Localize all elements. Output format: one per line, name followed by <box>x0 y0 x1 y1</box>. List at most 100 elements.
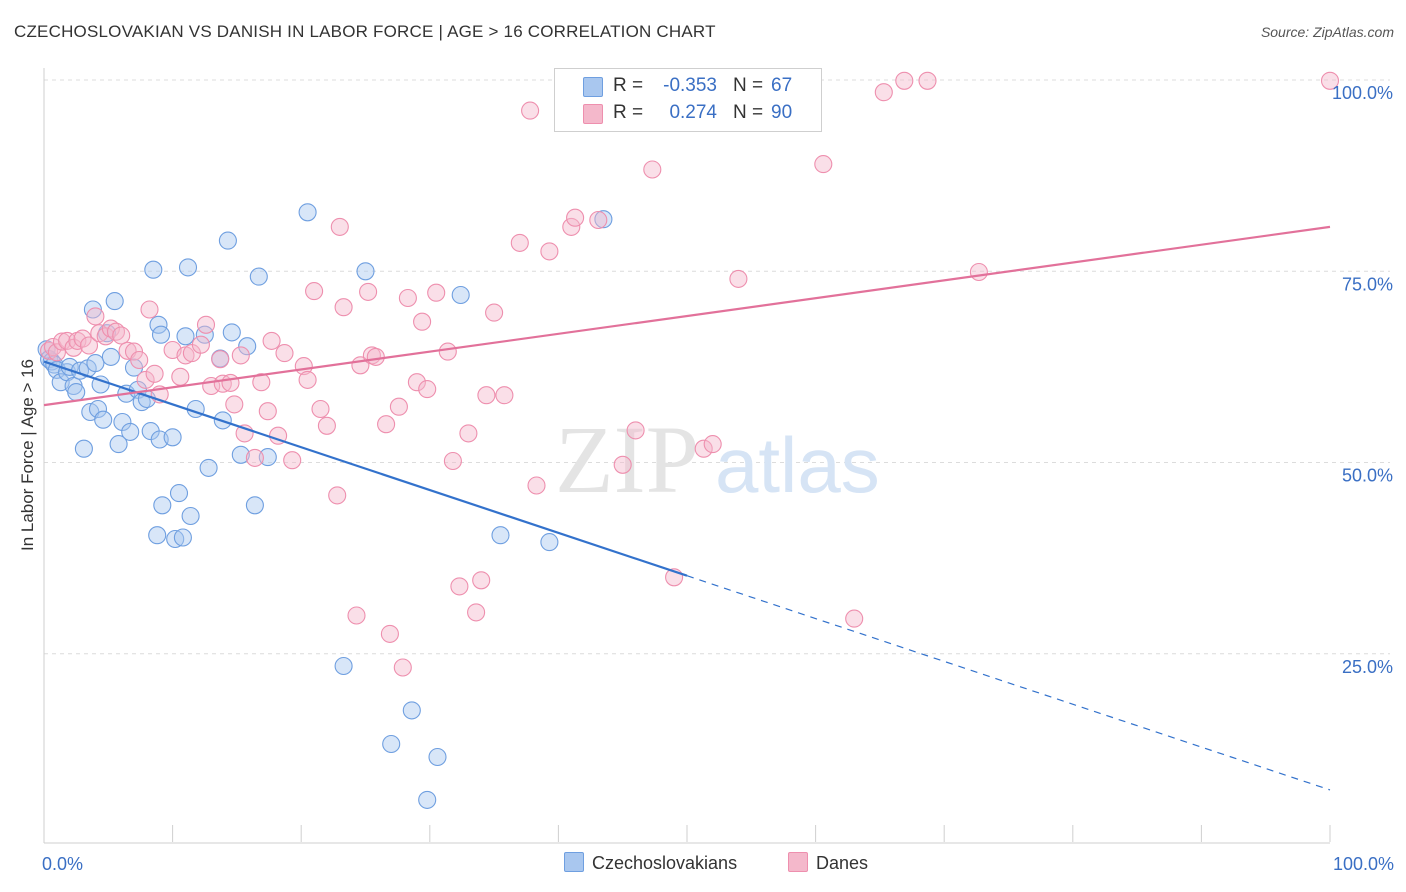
danish-point <box>334 298 353 317</box>
legend-row-danes: R = 0.274 N = 90 <box>555 101 821 127</box>
legend-swatch-pink <box>788 852 808 872</box>
legend-r-value: -0.353 <box>663 75 717 96</box>
danish-point <box>407 373 426 392</box>
series-czechoslovakians <box>37 203 613 809</box>
czechoslovakian-point <box>163 428 182 447</box>
danish-point <box>359 282 378 301</box>
danish-point <box>196 315 216 334</box>
legend-n-value: 90 <box>771 102 793 123</box>
danish-point <box>328 486 347 505</box>
legend-r-label: R = <box>613 102 644 123</box>
legend-item-danes[interactable]: Danes <box>788 852 868 874</box>
danish-point <box>136 370 155 389</box>
danish-point <box>562 217 581 236</box>
series-danes <box>40 71 1340 677</box>
danish-point <box>643 160 662 179</box>
danish-point <box>86 307 105 326</box>
danish-point <box>918 71 937 90</box>
czechoslovakian-point <box>86 354 105 373</box>
correlation-legend: R = -0.353 N = 67 R = 0.274 N = 90 <box>554 68 822 132</box>
czechoslovakian-trend-extrapolation <box>686 575 1331 791</box>
czechoslovakian-point <box>109 435 128 454</box>
danish-point <box>589 210 608 230</box>
czechoslovakian-point <box>83 300 102 319</box>
czechoslovakian-point <box>113 412 132 432</box>
danish-point <box>626 421 645 440</box>
danish-point <box>485 303 504 322</box>
danish-point <box>438 342 457 361</box>
danish-point <box>330 217 349 236</box>
czechoslovakian-point <box>144 260 163 279</box>
czechoslovakian-trend-line <box>43 360 688 577</box>
danish-point <box>140 300 159 319</box>
danish-point <box>112 326 131 345</box>
danish-point <box>52 332 72 351</box>
danish-point <box>130 350 149 370</box>
czechoslovakian-point <box>88 399 108 419</box>
danish-point <box>283 451 302 470</box>
danish-point <box>258 402 277 421</box>
source-attribution: Source: ZipAtlas.com <box>1260 24 1394 40</box>
legend-item-czechoslovakians[interactable]: Czechoslovakians <box>564 852 737 874</box>
czechoslovakian-point <box>238 337 257 356</box>
watermark-atlas: atlas <box>715 421 880 509</box>
watermark: ZIP atlas <box>555 406 880 513</box>
czechoslovakian-point <box>176 327 195 346</box>
danish-point <box>495 386 514 405</box>
legend-swatch-pink <box>583 104 603 124</box>
danish-point <box>252 373 271 392</box>
czechoslovakian-point <box>195 325 214 344</box>
czechoslovakian-point <box>382 734 401 754</box>
y-tick-label: 50.0% <box>1342 466 1393 486</box>
tick-labels: 25.0% 50.0% 75.0% 100.0% 0.0% 100.0% <box>42 83 1394 874</box>
danish-point <box>472 571 491 590</box>
danish-point <box>450 577 469 596</box>
danish-point <box>101 319 120 338</box>
legend-r-label: R = <box>613 75 644 96</box>
danish-point <box>47 343 66 362</box>
czechoslovakian-point <box>166 529 185 549</box>
danish-point <box>221 373 240 392</box>
legend-swatch-blue <box>583 77 603 97</box>
danish-point <box>459 424 478 443</box>
danish-point <box>58 331 77 350</box>
czechoslovakian-point <box>169 484 189 503</box>
danish-point <box>521 101 540 120</box>
danish-point <box>874 83 893 102</box>
danish-point <box>380 624 399 643</box>
czechoslovakian-point <box>356 262 375 281</box>
czechoslovakian-point <box>402 701 421 720</box>
czechoslovakian-point <box>418 790 437 809</box>
danish-point <box>377 415 396 434</box>
danish-point <box>398 288 417 308</box>
czechoslovakian-point <box>67 383 86 402</box>
legend-n-value: 67 <box>771 75 793 96</box>
czechoslovakian-point <box>178 258 198 277</box>
danish-point <box>895 71 914 90</box>
czechoslovakian-point <box>451 285 470 305</box>
czechoslovakian-point <box>222 323 241 342</box>
danish-point <box>79 336 99 355</box>
danish-point <box>566 208 585 227</box>
data-points <box>37 71 1340 809</box>
danish-trend-line <box>43 225 1331 407</box>
danish-point <box>191 335 210 354</box>
x-tick-label-max: 100.0% <box>1333 854 1394 874</box>
danish-point <box>171 367 190 386</box>
danish-point <box>814 155 833 174</box>
czechoslovakian-point <box>258 448 277 467</box>
legend-label: Czechoslovakians <box>592 853 738 873</box>
danish-point <box>262 331 281 350</box>
danish-point <box>317 416 336 435</box>
y-tick-label: 100.0% <box>1332 83 1393 103</box>
danish-point <box>694 439 713 458</box>
danish-point <box>366 347 385 366</box>
czechoslovakian-point <box>231 445 250 464</box>
czechoslovakian-point <box>334 656 353 676</box>
danish-point <box>231 346 250 365</box>
danish-point <box>729 269 748 288</box>
chart-title: CZECHOSLOVAKIAN VS DANISH IN LABOR FORCE… <box>14 22 716 41</box>
danish-point <box>225 395 244 414</box>
danish-point <box>418 380 437 399</box>
